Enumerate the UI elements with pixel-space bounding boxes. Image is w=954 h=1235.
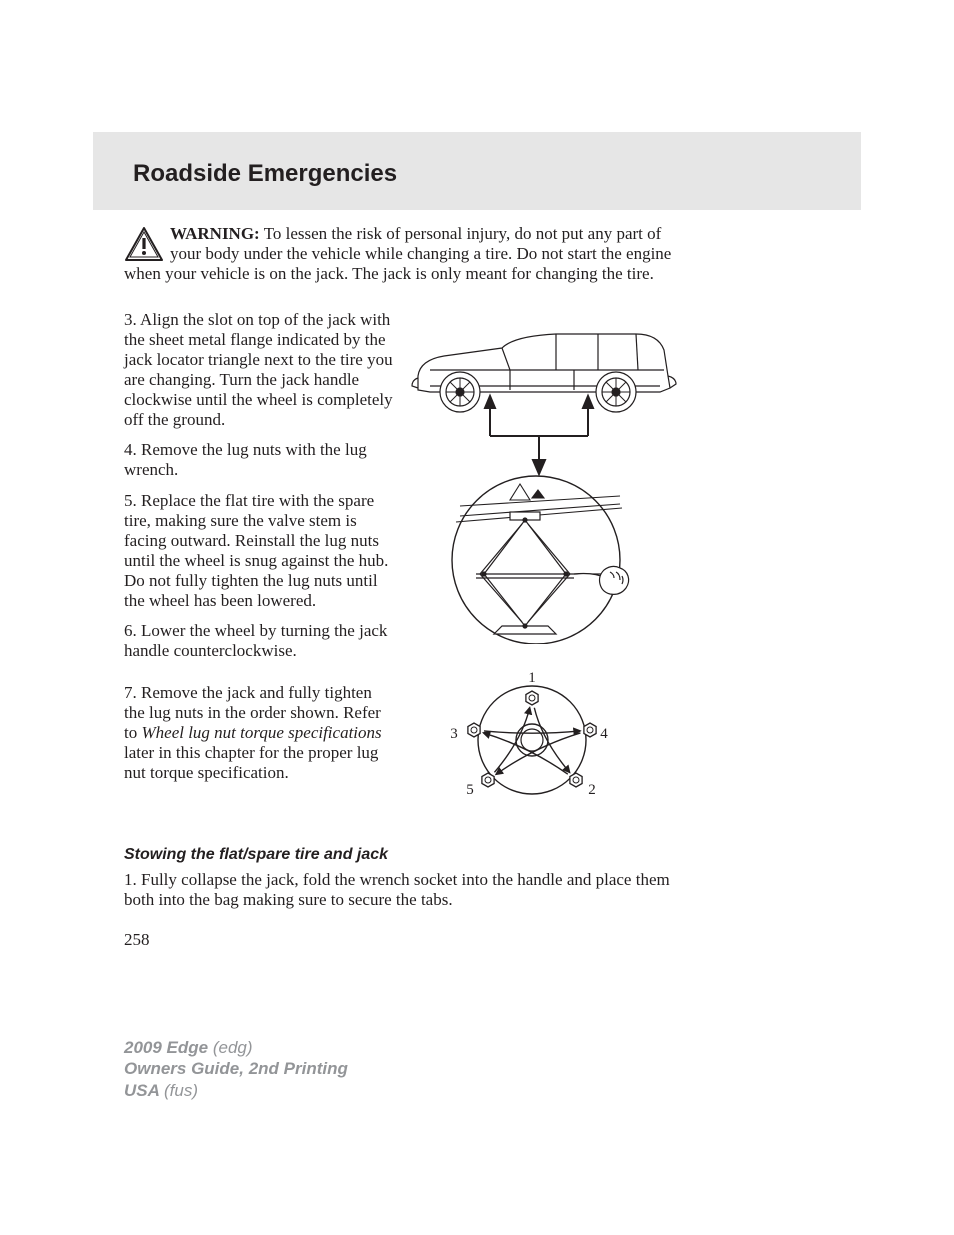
lug-order-figure: 1 2 3 4 5	[444, 668, 620, 818]
footer-line-2: Owners Guide, 2nd Printing	[124, 1058, 348, 1079]
warning-block: WARNING: To lessen the risk of personal …	[124, 224, 690, 284]
step-3: 3. Align the slot on top of the jack wit…	[124, 310, 394, 430]
page-number: 258	[124, 930, 150, 950]
footer-model: 2009 Edge	[124, 1038, 213, 1057]
step-4: 4. Remove the lug nuts with the lug wren…	[124, 440, 394, 480]
stow-step-1: 1. Fully collapse the jack, fold the wre…	[124, 870, 690, 910]
warning-label: WARNING:	[170, 224, 260, 243]
step-7-italic: Wheel lug nut torque specifications	[141, 723, 381, 742]
footer-model-code: (edg)	[213, 1038, 253, 1057]
svg-text:4: 4	[600, 726, 608, 742]
warning-icon	[124, 226, 164, 262]
svg-text:3: 3	[450, 726, 458, 742]
svg-text:1: 1	[528, 670, 536, 686]
footer-line-1: 2009 Edge (edg)	[124, 1037, 348, 1058]
jack-placement-figure	[406, 326, 684, 644]
footer-region-code: (fus)	[164, 1081, 198, 1100]
section-header: Roadside Emergencies	[93, 132, 861, 210]
footer: 2009 Edge (edg) Owners Guide, 2nd Printi…	[124, 1037, 348, 1101]
svg-text:2: 2	[588, 782, 596, 798]
step-5: 5. Replace the flat tire with the spare …	[124, 491, 394, 611]
footer-line-3: USA (fus)	[124, 1080, 348, 1101]
steps-column: 3. Align the slot on top of the jack wit…	[124, 310, 394, 793]
footer-region: USA	[124, 1081, 164, 1100]
svg-text:5: 5	[466, 782, 474, 798]
section-title: Roadside Emergencies	[133, 160, 839, 188]
step-7-b: later in this chapter for the proper lug…	[124, 743, 378, 782]
subhead-stowing: Stowing the flat/spare tire and jack	[124, 846, 388, 864]
step-6: 6. Lower the wheel by turning the jack h…	[124, 621, 394, 661]
step-7: 7. Remove the jack and fully tighten the…	[124, 683, 394, 783]
page: Roadside Emergencies WARNING: To lessen …	[0, 0, 954, 1235]
